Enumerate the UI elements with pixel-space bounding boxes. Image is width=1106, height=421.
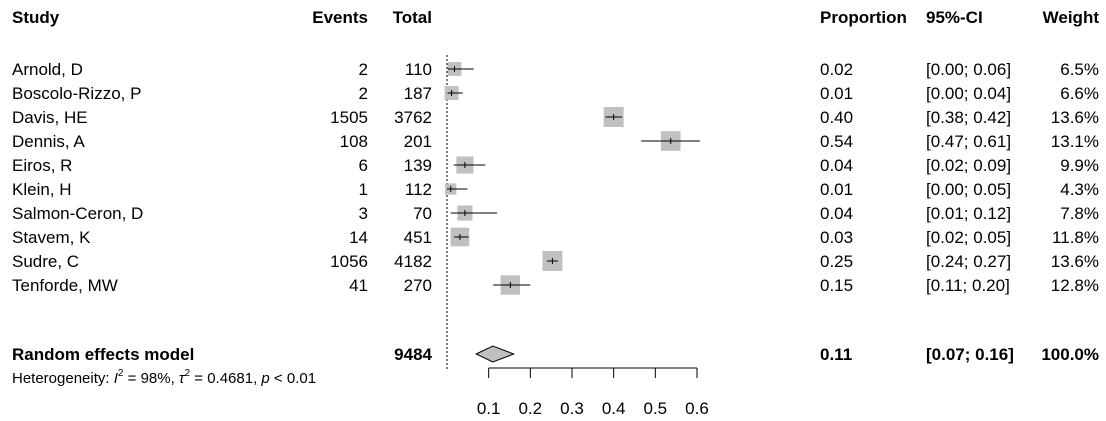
study-weight: 6.5% (1060, 60, 1099, 79)
study-weight: 7.8% (1060, 204, 1099, 223)
study-ci: [0.02; 0.05] (926, 228, 1011, 247)
study-row: Dennis, A 108 201 0.54 [0.47; 0.61] 13.1% (12, 131, 1099, 151)
study-name: Eiros, R (12, 156, 72, 175)
study-weight: 4.3% (1060, 180, 1099, 199)
study-events: 2 (359, 60, 368, 79)
study-row: Davis, HE 1505 3762 0.40 [0.38; 0.42] 13.6% (12, 107, 1099, 127)
study-row: Boscolo-Rizzo, P 2 187 0.01 [0.00; 0.04] 6.6% (12, 84, 1099, 103)
study-name: Boscolo-Rizzo, P (12, 84, 141, 103)
study-total: 3762 (394, 108, 432, 127)
study-ci: [0.38; 0.42] (926, 108, 1011, 127)
study-total: 4182 (394, 252, 432, 271)
study-name: Tenforde, MW (12, 276, 118, 295)
study-proportion: 0.15 (820, 276, 853, 295)
study-row: Arnold, D 2 110 0.02 [0.00; 0.06] 6.5% (12, 60, 1099, 79)
summary-proportion: 0.11 (820, 345, 852, 364)
header-events: Events (312, 8, 368, 27)
study-events: 2 (359, 84, 368, 103)
study-name: Klein, H (12, 180, 72, 199)
study-name: Sudre, C (12, 252, 79, 271)
study-ci: [0.01; 0.12] (926, 204, 1011, 223)
study-row: Stavem, K 14 451 0.03 [0.02; 0.05] 11.8% (12, 227, 1099, 247)
study-proportion: 0.01 (820, 180, 853, 199)
study-events: 14 (349, 228, 368, 247)
study-events: 41 (349, 276, 368, 295)
study-proportion: 0.02 (820, 60, 853, 79)
study-ci: [0.47; 0.61] (926, 132, 1011, 151)
study-weight: 13.6% (1051, 108, 1099, 127)
study-ci: [0.24; 0.27] (926, 252, 1011, 271)
study-name: Stavem, K (12, 228, 91, 247)
summary-diamond (475, 345, 516, 363)
header-weight: Weight (1043, 8, 1100, 27)
study-weight: 11.8% (1052, 228, 1099, 247)
summary-row: Random effects model 9484 0.11 [0.07; 0.… (12, 345, 1099, 364)
summary-label: Random effects model (12, 345, 194, 364)
study-proportion: 0.03 (820, 228, 853, 247)
study-weight: 9.9% (1060, 156, 1099, 175)
study-weight: 13.6% (1051, 252, 1099, 271)
study-name: Dennis, A (12, 132, 85, 151)
study-total: 70 (413, 204, 432, 223)
study-proportion: 0.01 (820, 84, 853, 103)
summary-total: 9484 (394, 345, 432, 364)
summary-weight: 100.0% (1041, 345, 1099, 364)
x-tick-label: 0.6 (685, 399, 709, 418)
header-ci: 95%-CI (926, 8, 983, 27)
study-ci: [0.02; 0.09] (926, 156, 1011, 175)
study-events: 1056 (330, 252, 368, 271)
study-weight: 13.1% (1051, 132, 1099, 151)
study-row: Eiros, R 6 139 0.04 [0.02; 0.09] 9.9% (12, 156, 1099, 175)
study-ci: [0.00; 0.05] (926, 180, 1011, 199)
study-proportion: 0.40 (820, 108, 853, 127)
study-total: 112 (405, 180, 432, 199)
heterogeneity-text: Heterogeneity: I2 = 98%, τ2 = 0.4681, p … (12, 368, 316, 387)
header-total: Total (393, 8, 432, 27)
study-total: 270 (404, 276, 432, 295)
study-proportion: 0.25 (820, 252, 853, 271)
summary-ci: [0.07; 0.16] (926, 345, 1014, 364)
x-tick-label: 0.4 (602, 399, 626, 418)
study-events: 108 (340, 132, 368, 151)
study-row: Klein, H 1 112 0.01 [0.00; 0.05] 4.3% (12, 180, 1099, 199)
header-proportion: Proportion (820, 8, 907, 27)
header-study: Study (12, 8, 60, 27)
study-events: 3 (359, 204, 368, 223)
study-proportion: 0.04 (820, 156, 853, 175)
study-ci: [0.00; 0.04] (926, 84, 1011, 103)
study-events: 1 (359, 180, 368, 199)
study-total: 139 (404, 156, 432, 175)
study-weight: 6.6% (1060, 84, 1099, 103)
study-name: Arnold, D (12, 60, 83, 79)
study-proportion: 0.04 (820, 204, 853, 223)
x-tick-label: 0.1 (477, 399, 501, 418)
x-axis: 0.1 0.2 0.3 0.4 0.5 0.6 (477, 367, 709, 418)
study-name: Davis, HE (12, 108, 88, 127)
study-rows: Arnold, D 2 110 0.02 [0.00; 0.06] 6.5% Boscolo… (12, 60, 1099, 295)
study-proportion: 0.54 (820, 132, 853, 151)
study-total: 201 (404, 132, 432, 151)
study-total: 187 (404, 84, 432, 103)
study-name: Salmon-Ceron, D (12, 204, 143, 223)
study-row: Salmon-Ceron, D 3 70 0.04 [0.01; 0.12] 7.8% (12, 204, 1099, 223)
x-tick-label: 0.3 (560, 399, 584, 418)
study-events: 1505 (330, 108, 368, 127)
study-total: 451 (404, 228, 432, 247)
study-total: 110 (405, 60, 432, 79)
study-weight: 12.8% (1051, 276, 1099, 295)
study-events: 6 (359, 156, 368, 175)
x-tick-label: 0.2 (519, 399, 543, 418)
study-row: Tenforde, MW 41 270 0.15 [0.11; 0.20] 12.8% (12, 275, 1099, 295)
study-row: Sudre, C 1056 4182 0.25 [0.24; 0.27] 13.6% (12, 251, 1099, 271)
study-ci: [0.00; 0.06] (926, 60, 1011, 79)
x-tick-label: 0.5 (644, 399, 668, 418)
study-ci: [0.11; 0.20] (926, 276, 1010, 295)
